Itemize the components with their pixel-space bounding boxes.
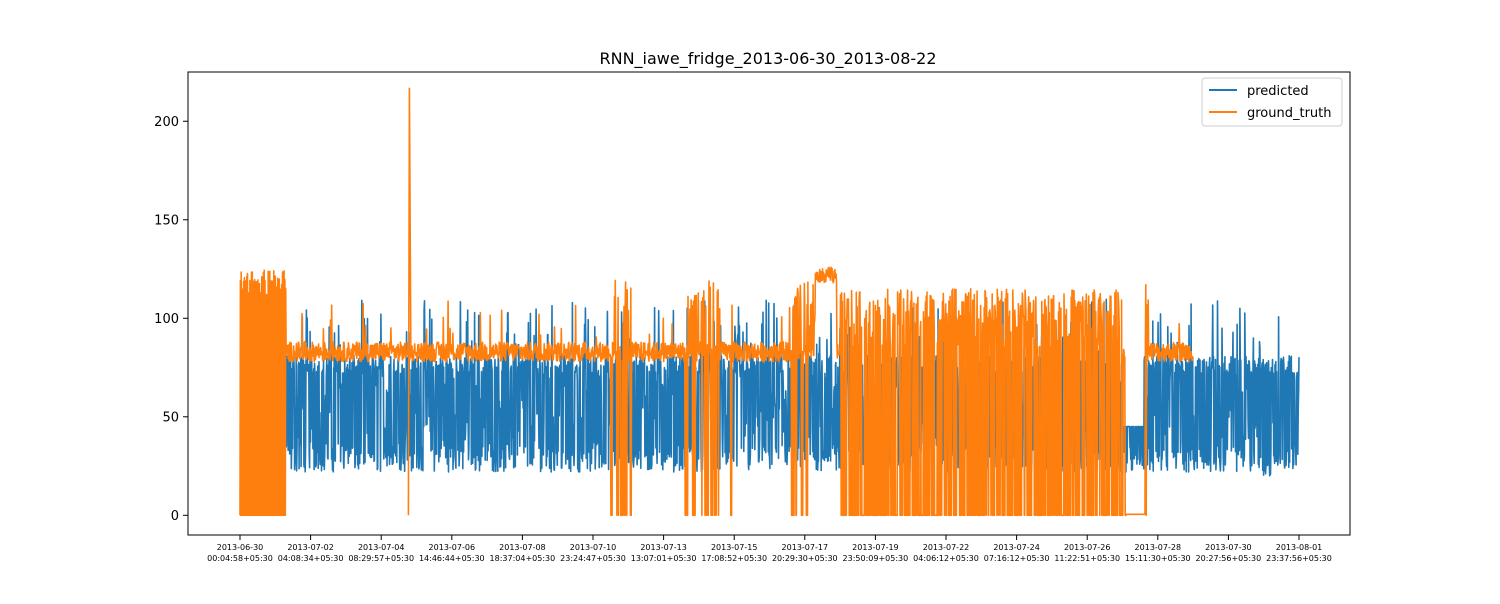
x-tick-label: 2013-07-26 bbox=[1064, 543, 1111, 552]
x-tick-label: 2013-07-22 bbox=[923, 543, 970, 552]
series-line-ground-truth bbox=[239, 266, 1194, 517]
x-tick-label: 20:27:56+05:30 bbox=[1196, 554, 1262, 563]
legend-label-ground-truth: ground_truth bbox=[1247, 106, 1332, 121]
x-tick-label: 15:11:30+05:30 bbox=[1125, 554, 1191, 563]
x-tick-label: 2013-07-28 bbox=[1135, 543, 1182, 552]
x-tick-label: 23:37:56+05:30 bbox=[1266, 554, 1332, 563]
y-tick-label: 0 bbox=[171, 509, 179, 524]
x-tick-label: 23:50:09+05:30 bbox=[843, 554, 909, 563]
x-tick-label: 20:29:30+05:30 bbox=[772, 554, 838, 563]
x-tick-label: 13:07:01+05:30 bbox=[631, 554, 697, 563]
x-tick-label: 11:22:51+05:30 bbox=[1054, 554, 1120, 563]
x-tick-label: 2013-07-24 bbox=[993, 543, 1040, 552]
y-axis: 0 50 100 150 200 bbox=[154, 115, 188, 524]
legend: predicted ground_truth bbox=[1201, 77, 1343, 127]
x-tick-label: 2013-06-30 bbox=[217, 543, 264, 552]
series-layer bbox=[239, 87, 1300, 517]
x-tick-label: 00:04:58+05:30 bbox=[207, 554, 273, 563]
x-tick-label: 2013-07-19 bbox=[852, 543, 899, 552]
x-axis: 2013-06-30 00:04:58+05:30 2013-07-02 04:08:… bbox=[207, 535, 1332, 563]
x-tick-label: 2013-07-30 bbox=[1205, 543, 1252, 552]
x-tick-label: 07:16:12+05:30 bbox=[984, 554, 1050, 563]
x-tick-label: 04:06:12+05:30 bbox=[913, 554, 979, 563]
x-tick-label: 2013-07-08 bbox=[499, 543, 546, 552]
x-tick-label: 2013-07-04 bbox=[358, 543, 405, 552]
x-tick-label: 14:46:44+05:30 bbox=[419, 554, 485, 563]
x-tick-label: 23:24:47+05:30 bbox=[560, 554, 626, 563]
x-tick-label: 08:29:57+05:30 bbox=[348, 554, 414, 563]
x-tick-label: 2013-07-06 bbox=[429, 543, 476, 552]
x-tick-label: 2013-07-15 bbox=[711, 543, 758, 552]
series-line-predicted bbox=[239, 298, 1300, 477]
x-tick-label: 17:08:52+05:30 bbox=[701, 554, 767, 563]
x-tick-label: 04:08:34+05:30 bbox=[278, 554, 344, 563]
x-tick-label: 2013-07-17 bbox=[782, 543, 829, 552]
x-tick-label: 18:37:04+05:30 bbox=[490, 554, 556, 563]
chart-title: RNN_iawe_fridge_2013-06-30_2013-08-22 bbox=[599, 49, 936, 69]
y-tick-label: 150 bbox=[154, 213, 179, 228]
x-tick-label: 2013-07-02 bbox=[287, 543, 334, 552]
x-tick-label: 2013-07-10 bbox=[570, 543, 617, 552]
y-tick-label: 50 bbox=[162, 410, 179, 425]
x-tick-label: 2013-08-01 bbox=[1276, 543, 1323, 552]
x-tick-label: 2013-07-13 bbox=[640, 543, 687, 552]
legend-label-predicted: predicted bbox=[1247, 84, 1309, 99]
series-spike-ground-truth bbox=[407, 87, 412, 516]
plot-frame bbox=[187, 71, 1351, 536]
y-tick-label: 200 bbox=[154, 115, 179, 130]
y-tick-label: 100 bbox=[154, 312, 179, 327]
